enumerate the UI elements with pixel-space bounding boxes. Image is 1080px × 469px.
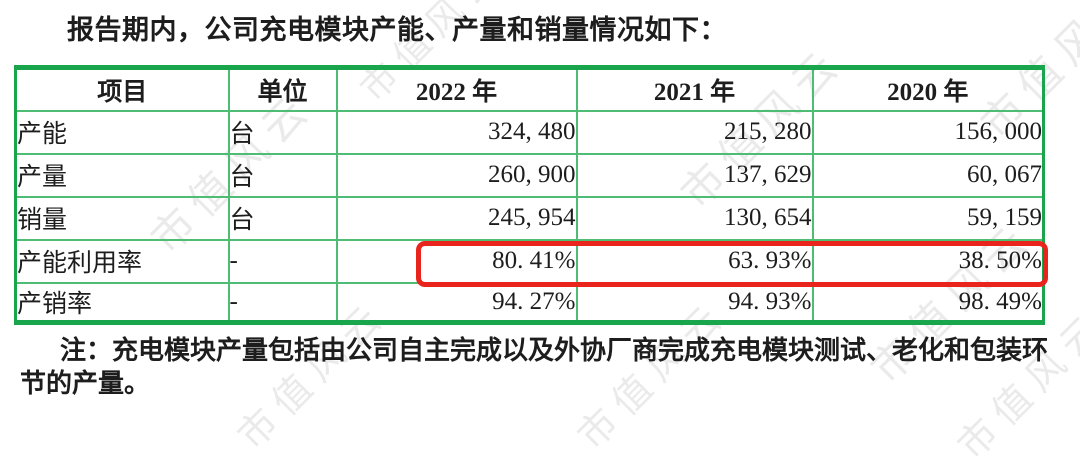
row-label: 产量 — [14, 152, 230, 198]
value-2020: 38. 50% — [811, 238, 1045, 284]
unit-cell: 台 — [227, 195, 338, 241]
row-label: 销量 — [14, 195, 230, 241]
value-2022: 80. 41% — [335, 238, 578, 284]
footnote: 注：充电模块产量包括由公司自主完成以及外协厂商完成充电模块测试、老化和包装环 节… — [20, 334, 1048, 400]
row-label: 产销率 — [14, 281, 230, 324]
footnote-line-1: 注：充电模块产量包括由公司自主完成以及外协厂商完成充电模块测试、老化和包装环 — [60, 336, 1049, 365]
table-row-output: 产量 台 260, 900 137, 629 60, 067 — [14, 152, 1045, 198]
table-row-production-sales-ratio: 产销率 - 94. 27% 94. 93% 98. 49% — [14, 281, 1045, 324]
value-2021: 94. 93% — [575, 281, 814, 324]
table-header-row: 项目 单位 2022 年 2021 年 2020 年 — [14, 66, 1045, 112]
value-2022: 260, 900 — [335, 152, 578, 198]
col-header-2021: 2021 年 — [575, 66, 814, 112]
unit-cell: - — [227, 238, 338, 284]
value-2021: 130, 654 — [575, 195, 814, 241]
row-label: 产能利用率 — [14, 238, 230, 284]
value-2020: 98. 49% — [811, 281, 1045, 324]
footnote-line-2: 节的产量。 — [20, 369, 151, 398]
value-2022: 324, 480 — [335, 109, 578, 155]
page-title: 报告期内，公司充电模块产能、产量和销量情况如下： — [67, 15, 727, 45]
unit-cell: - — [227, 281, 338, 324]
unit-cell: 台 — [227, 152, 338, 198]
col-header-2020: 2020 年 — [811, 66, 1045, 112]
table-row-capacity-utilization: 产能利用率 - 80. 41% 63. 93% 38. 50% — [14, 238, 1045, 284]
value-2021: 137, 629 — [575, 152, 814, 198]
table-row-sales: 销量 台 245, 954 130, 654 59, 159 — [14, 195, 1045, 241]
col-header-2022: 2022 年 — [335, 66, 578, 112]
value-2021: 215, 280 — [575, 109, 814, 155]
col-header-item: 项目 — [14, 66, 230, 112]
table-row-capacity: 产能 台 324, 480 215, 280 156, 000 — [14, 109, 1045, 155]
value-2020: 60, 067 — [811, 152, 1045, 198]
value-2020: 59, 159 — [811, 195, 1045, 241]
value-2022: 94. 27% — [335, 281, 578, 324]
row-label: 产能 — [14, 109, 230, 155]
col-header-unit: 单位 — [227, 66, 338, 112]
document-page: 市值风云 市值风云 市值风云 市值风云 市值风云 市值风云 市值风云 市值风云 … — [14, 0, 1080, 468]
value-2021: 63. 93% — [575, 238, 814, 284]
production-capacity-table: 项目 单位 2022 年 2021 年 2020 年 产能 台 324, 480… — [14, 65, 1045, 325]
value-2022: 245, 954 — [335, 195, 578, 241]
value-2020: 156, 000 — [811, 109, 1045, 155]
unit-cell: 台 — [227, 109, 338, 155]
